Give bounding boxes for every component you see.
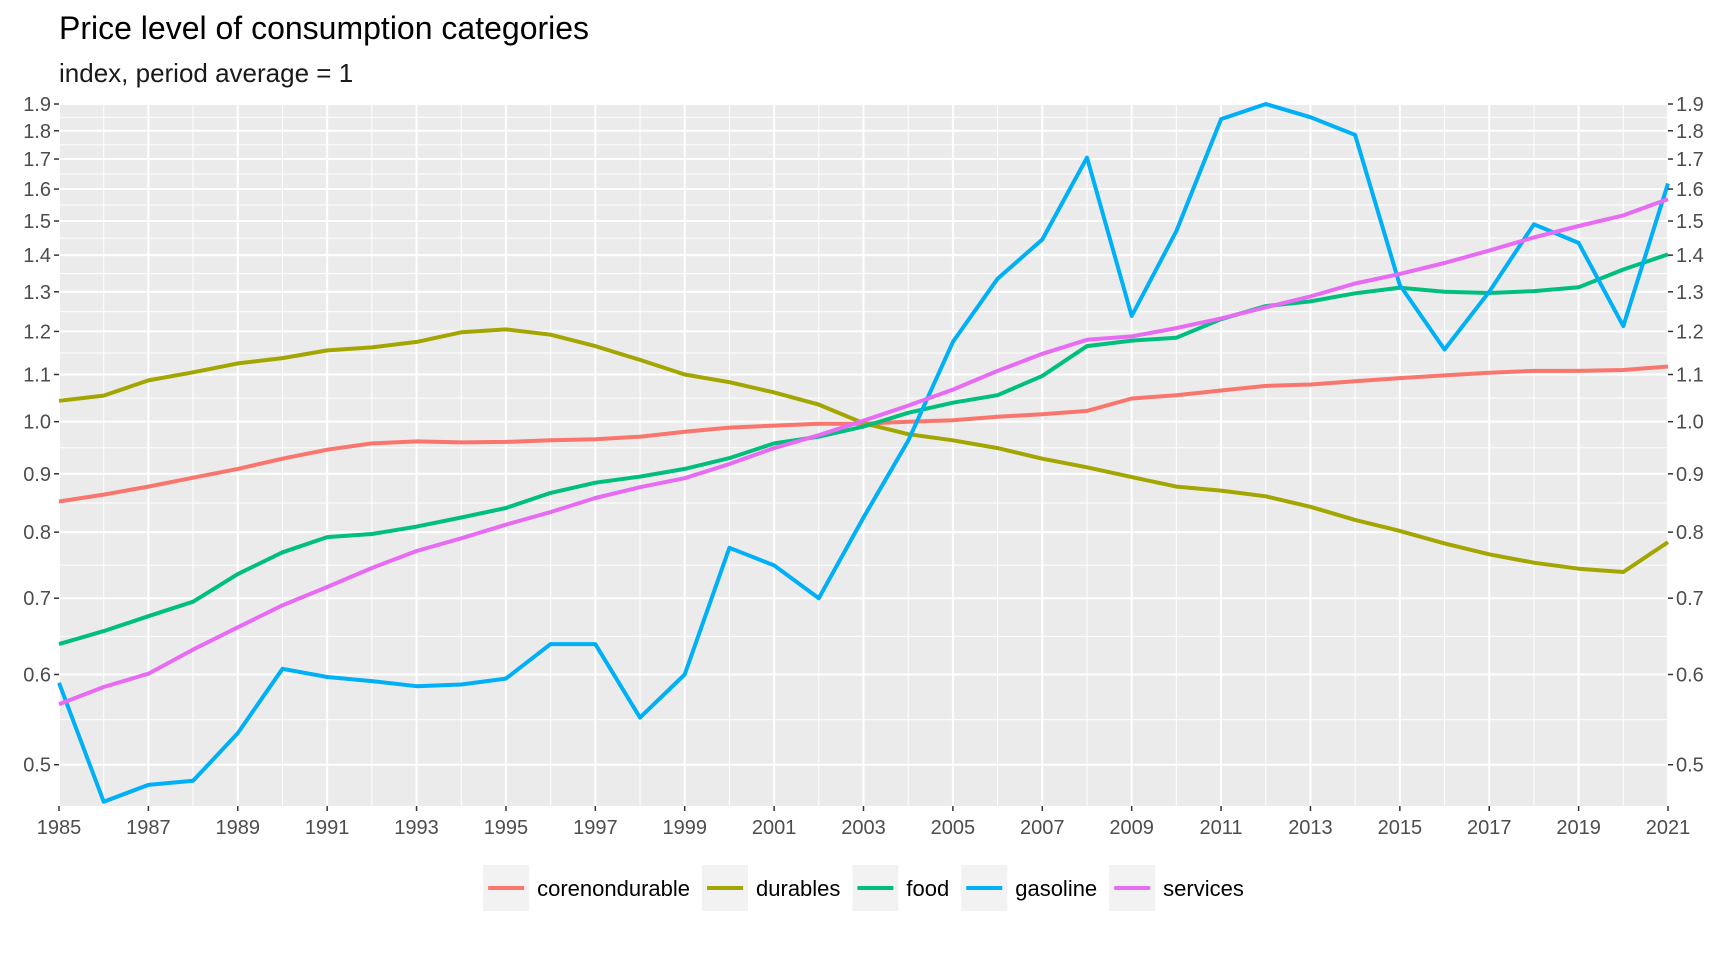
x-tick-label: 1993: [394, 817, 439, 839]
x-tick-label: 1991: [305, 817, 350, 839]
y-tick-label-left: 1.8: [23, 121, 51, 143]
y-tick-label-left: 0.6: [23, 664, 51, 686]
y-tick-label-left: 1.9: [23, 94, 51, 116]
y-tick-label-right: 1.0: [1676, 412, 1704, 434]
y-tick-label-left: 1.0: [23, 412, 51, 434]
y-axis-right: 0.5 0.6 0.7 0.8 0.9 1.0 1.1 1.2 1.3 1.4 1.5 1.6 1.7 1…: [1668, 94, 1704, 777]
y-tick-label-left: 1.3: [23, 282, 51, 304]
y-tick-label-left: 1.4: [23, 245, 51, 267]
y-tick-label-left: 1.5: [23, 211, 51, 233]
legend-label: corenondurable: [537, 876, 690, 901]
series-layer: [57, 102, 1670, 804]
y-tick-label-right: 0.9: [1676, 464, 1704, 486]
y-tick-label-right: 1.6: [1676, 179, 1704, 201]
y-tick-label-left: 0.7: [23, 588, 51, 610]
y-tick-label-right: 1.1: [1676, 365, 1704, 387]
x-tick-label: 1995: [484, 817, 529, 839]
y-tick-label-right: 0.7: [1676, 588, 1704, 610]
chart-subtitle: index, period average = 1: [59, 58, 354, 88]
x-tick-label: 2021: [1646, 817, 1691, 839]
y-tick-label-right: 1.2: [1676, 321, 1704, 343]
y-tick-label-right: 1.3: [1676, 282, 1704, 304]
y-tick-label-left: 1.1: [23, 365, 51, 387]
y-tick-label-right: 1.4: [1676, 245, 1704, 267]
y-tick-label-left: 1.7: [23, 149, 51, 171]
legend: corenondurable durables food gasoline servic…: [483, 865, 1244, 911]
x-tick-label: 2017: [1467, 817, 1512, 839]
y-tick-label-right: 0.6: [1676, 664, 1704, 686]
y-tick-label-right: 1.7: [1676, 149, 1704, 171]
legend-item-services: services: [1109, 865, 1244, 911]
x-tick-label: 2019: [1556, 817, 1601, 839]
x-tick-label: 1997: [573, 817, 618, 839]
x-tick-label: 1989: [216, 817, 261, 839]
x-tick-label: 2015: [1378, 817, 1423, 839]
series-line-gasoline: [57, 102, 1670, 804]
y-tick-label-right: 1.8: [1676, 121, 1704, 143]
x-tick-label: 1987: [126, 817, 171, 839]
x-tick-label: 2013: [1288, 817, 1333, 839]
legend-item-corenondurable: corenondurable: [483, 865, 690, 911]
x-tick-label: 2001: [752, 817, 797, 839]
series-line-durables: [58, 327, 1670, 574]
y-tick-label-left: 1.6: [23, 179, 51, 201]
legend-item-food: food: [852, 865, 949, 911]
y-tick-label-right: 1.9: [1676, 94, 1704, 116]
legend-item-gasoline: gasoline: [961, 865, 1097, 911]
chart-title: Price level of consumption categories: [59, 10, 590, 46]
legend-item-durables: durables: [702, 865, 840, 911]
y-tick-label-right: 0.5: [1676, 755, 1704, 777]
x-tick-label: 1999: [662, 817, 707, 839]
legend-label: durables: [756, 876, 840, 901]
legend-label: food: [906, 876, 949, 901]
x-tick-label: 2011: [1200, 817, 1243, 839]
legend-label: gasoline: [1015, 876, 1097, 901]
y-tick-label-right: 1.5: [1676, 211, 1704, 233]
grid-major: [58, 103, 1669, 806]
x-axis: 1985 1987 1989 1991 1993 1995 1997 1999 2001 2003…: [37, 806, 1691, 839]
y-axis-left: 0.5 0.6 0.7 0.8 0.9 1.0 1.1 1.2 1.3 1.4 1.5 1.6 1.7 1…: [23, 94, 59, 777]
y-tick-label-left: 1.2: [23, 321, 51, 343]
x-tick-label: 2003: [841, 817, 886, 839]
y-tick-label-left: 0.8: [23, 522, 51, 544]
y-tick-label-left: 0.5: [23, 755, 51, 777]
series-line-services: [58, 197, 1669, 707]
x-tick-label: 1985: [37, 817, 82, 839]
y-tick-label-right: 0.8: [1676, 522, 1704, 544]
x-tick-label: 2009: [1109, 817, 1154, 839]
x-tick-label: 2005: [931, 817, 976, 839]
y-tick-label-left: 0.9: [23, 464, 51, 486]
x-tick-label: 2007: [1020, 817, 1065, 839]
legend-label: services: [1163, 876, 1244, 901]
